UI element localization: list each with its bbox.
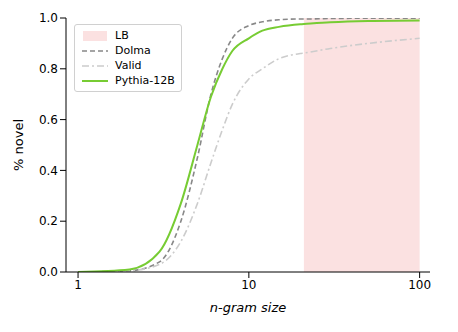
html-text:Dolma: Dolma xyxy=(115,44,151,57)
html-text:Pythia-12B: Pythia-12B xyxy=(115,74,175,87)
svg-text:1: 1 xyxy=(74,278,82,292)
svg-text:10: 10 xyxy=(241,278,256,292)
svg-text:n-gram size: n-gram size xyxy=(210,300,287,315)
svg-text:0.4: 0.4 xyxy=(39,164,58,178)
svg-text:100: 100 xyxy=(408,278,431,292)
html-text:LB: LB xyxy=(115,29,129,42)
html-text:Valid: Valid xyxy=(115,59,142,72)
svg-text:0.6: 0.6 xyxy=(39,113,58,127)
svg-text:0.2: 0.2 xyxy=(39,214,58,228)
svg-text:% novel: % novel xyxy=(11,119,26,171)
svg-text:1.0: 1.0 xyxy=(39,11,58,25)
svg-text:0.0: 0.0 xyxy=(39,265,58,279)
svg-text:0.8: 0.8 xyxy=(39,62,58,76)
